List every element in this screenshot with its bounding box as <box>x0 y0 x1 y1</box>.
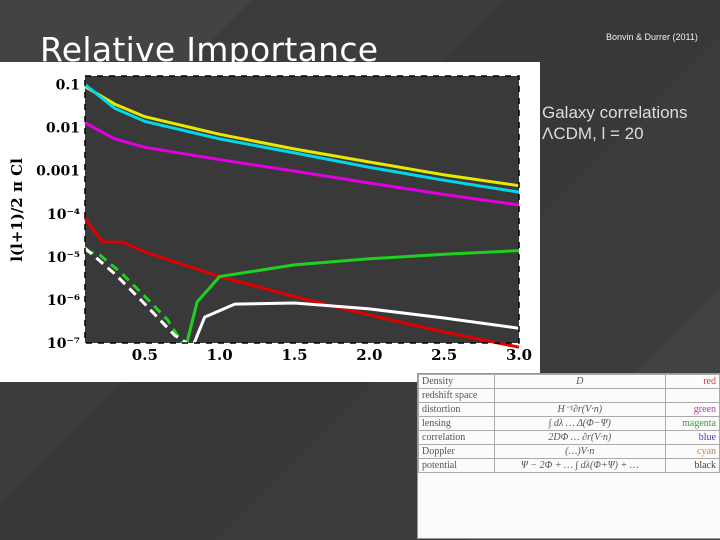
y-tick-label: 10⁻⁶ <box>47 293 80 309</box>
y-tick-label: 0.1 <box>56 78 80 94</box>
series-line-6 <box>84 246 188 345</box>
table-cell-term: lensing <box>418 416 496 431</box>
x-tick-label: 3.0 <box>506 346 532 364</box>
x-tick-label: 2.5 <box>431 346 457 364</box>
series-line-7 <box>192 301 520 344</box>
table-row: potential Ψ − 2Φ + … ∫ dλ(Φ+Ψ) + … black <box>418 458 720 473</box>
table-cell-term: redshift space <box>418 388 496 403</box>
table-cell-formula: (…)V·n <box>494 444 666 459</box>
x-tick-label: 2.0 <box>356 346 382 364</box>
table-cell-formula: Ψ − 2Φ + … ∫ dλ(Φ+Ψ) + … <box>494 458 666 473</box>
table-cell-color: green <box>664 402 720 417</box>
table-row: distortion H⁻¹∂r(V·n) green <box>418 402 720 417</box>
series-line-0 <box>84 85 520 188</box>
table-row: lensing ∫ dλ … Δ(Φ−Ψ) magenta <box>418 416 720 431</box>
x-tick-label: 1.5 <box>281 346 307 364</box>
chart-card: 0.5 1.0 1.5 2.0 2.5 3.0 0.1 0.01 0.001 10⁻⁴ 10⁻⁵ 1… <box>0 62 540 400</box>
plot-annotation: Galaxy correlations ΛCDM, l = 20 <box>542 102 688 144</box>
series-line-4 <box>185 249 520 344</box>
table-cell-term: correlation <box>418 430 496 445</box>
y-tick-label: 10⁻⁷ <box>47 336 80 352</box>
table-cell-formula: H⁻¹∂r(V·n) <box>494 402 666 417</box>
table-cell-term: potential <box>418 458 496 473</box>
x-axis-label: zS <box>291 380 313 382</box>
table-cell-color: red <box>664 374 720 389</box>
table-cell-formula: D <box>494 374 666 389</box>
series-line-3 <box>83 217 520 349</box>
table-row: correlation 2DΦ … ∂r(V·n) blue <box>418 430 720 445</box>
table-cell-term: Doppler <box>418 444 496 459</box>
annotation-line-1: Galaxy correlations <box>542 103 688 122</box>
table-cell-color: cyan <box>664 444 720 459</box>
x-tick-label: 1.0 <box>207 346 233 364</box>
table-row: Doppler (…)V·n cyan <box>418 444 720 459</box>
table-cell-formula: 2DΦ … ∂r(V·n) <box>494 430 666 445</box>
y-axis-label: l(l+1)/2 π Cl <box>8 158 26 262</box>
series-line-1 <box>84 83 520 194</box>
table-cell-color: magenta <box>664 416 720 431</box>
table-cell-color: black <box>664 458 720 473</box>
table-cell-color: blue <box>664 430 720 445</box>
table-cell-term: distortion <box>418 402 496 417</box>
series-line-5 <box>84 249 184 344</box>
citation-credit: Bonvin & Durrer (2011) <box>606 32 698 42</box>
table-cell-term: Density <box>418 374 496 389</box>
table-cell-formula <box>494 388 666 403</box>
plot-frame <box>84 75 520 344</box>
series-line-2 <box>84 121 520 207</box>
annotation-line-2: ΛCDM, l = 20 <box>542 124 644 143</box>
relative-importance-chart: 0.5 1.0 1.5 2.0 2.5 3.0 0.1 0.01 0.001 10⁻⁴ 10⁻⁵ 1… <box>8 75 532 400</box>
table-row: redshift space <box>418 388 720 403</box>
table-cell-color <box>664 388 720 403</box>
y-tick-label: 0.01 <box>46 121 80 137</box>
x-tick-label: 0.5 <box>132 346 158 364</box>
table-cell-formula: ∫ dλ … Δ(Φ−Ψ) <box>494 416 666 431</box>
y-tick-label: 10⁻⁴ <box>47 207 80 223</box>
y-tick-label: 10⁻⁵ <box>47 250 80 266</box>
y-tick-label: 0.001 <box>36 164 80 180</box>
